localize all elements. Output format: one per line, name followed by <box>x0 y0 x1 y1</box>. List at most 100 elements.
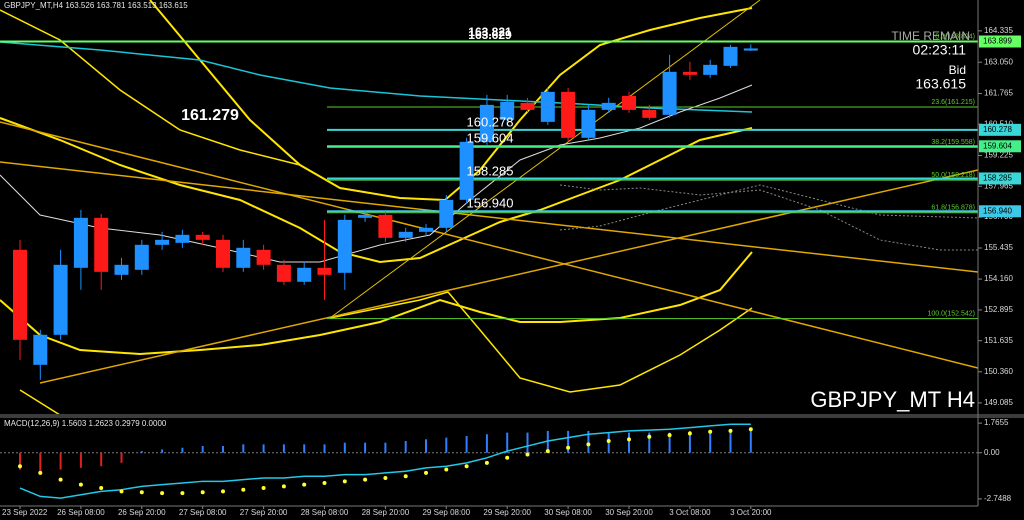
candle-body <box>723 46 738 66</box>
signal-dot <box>78 482 83 487</box>
y-tick-label: 159.225 <box>984 151 1013 160</box>
y-tick-label: 0.00 <box>984 448 1000 457</box>
candle-body <box>682 71 697 75</box>
histogram-bar <box>201 446 204 453</box>
indicator-line <box>329 291 753 393</box>
histogram-bar <box>242 444 245 453</box>
candle-body <box>337 219 352 273</box>
signal-dot <box>667 433 672 438</box>
y-tick-label: 161.765 <box>984 89 1013 98</box>
histogram-bar <box>425 439 427 453</box>
signal-dot <box>119 489 124 494</box>
price-box <box>979 172 1021 185</box>
signal-dot <box>403 474 408 479</box>
y-tick-label: 149.085 <box>984 398 1013 407</box>
histogram-bar <box>546 430 549 453</box>
signal-dot <box>647 434 652 439</box>
candle-body <box>73 217 88 268</box>
candle-body <box>743 48 758 51</box>
signal-dot <box>708 429 713 434</box>
histogram-bar <box>668 432 671 453</box>
signal-dot <box>464 464 469 469</box>
histogram-bar <box>404 441 407 453</box>
chart-title: GBPJPY_MT,H4 163.526 163.781 163.513 163… <box>4 1 188 10</box>
price-box-label: 160.278 <box>983 125 1012 134</box>
x-tick-label: 29 Sep 08:00 <box>422 508 470 517</box>
y-tick-label: 150.360 <box>984 367 1013 376</box>
histogram-bar <box>140 451 143 453</box>
x-tick-label: 23 Sep 2022 <box>2 508 48 517</box>
histogram-bar <box>445 437 448 453</box>
price-box <box>979 35 1021 48</box>
histogram-bar <box>465 435 468 453</box>
signal-dot <box>424 470 428 475</box>
price-box <box>979 140 1021 153</box>
signal-dot <box>586 442 591 447</box>
macd-title: MACD(12,26,9) 1.5603 1.2623 0.2979 0.000… <box>4 419 167 428</box>
indicators <box>0 0 978 414</box>
price-box <box>979 205 1021 218</box>
annotation: 156.940 <box>467 195 514 210</box>
price-box-label: 159.604 <box>983 141 1012 150</box>
signal-dot <box>180 491 185 496</box>
bid-label: Bid <box>949 63 966 77</box>
signal-dot <box>627 437 631 442</box>
signal-dot <box>99 486 104 491</box>
histogram-bar <box>120 452 123 463</box>
fib-label: 0.0(163.894) <box>935 33 975 40</box>
y-tick-label: 160.510 <box>984 119 1013 128</box>
x-tick-label: 28 Sep 20:00 <box>362 508 410 517</box>
x-tick-label: 28 Sep 08:00 <box>301 508 349 517</box>
histogram-bar <box>181 447 184 453</box>
candle-body <box>53 264 68 335</box>
indicator-line <box>0 9 301 166</box>
histogram-bar <box>222 446 224 453</box>
signal-dot <box>342 479 347 484</box>
price-box-label: 163.899 <box>983 37 1012 46</box>
histogram-bar <box>648 432 651 453</box>
candles <box>13 44 758 380</box>
histogram-bar <box>100 452 103 467</box>
indicator-line <box>0 251 753 356</box>
histogram-bar <box>749 430 752 453</box>
x-tick-label: 26 Sep 08:00 <box>57 508 105 517</box>
candle-body <box>216 239 230 268</box>
histogram-bar <box>567 430 570 453</box>
levels: 0.0(163.894) 23.6(161.215) 38.2(159.558) 50… <box>0 33 978 320</box>
y-tick-label: 1.7655 <box>984 418 1009 427</box>
signal-dot <box>687 431 692 436</box>
candle-body <box>419 227 433 232</box>
signal-dot <box>322 480 327 485</box>
candle-body <box>540 91 555 122</box>
signal-dot <box>38 470 43 475</box>
signal-dot <box>444 467 449 472</box>
y-tick-label: -2.7488 <box>984 494 1012 503</box>
y-tick-label: 152.895 <box>984 305 1013 314</box>
signal-dot <box>221 489 225 494</box>
annotation: 158.285 <box>467 163 514 178</box>
histogram-bar <box>384 442 387 453</box>
candle-body <box>581 109 596 138</box>
histogram-bar <box>303 444 306 453</box>
x-tick-label: 27 Sep 20:00 <box>240 508 288 517</box>
trend-line <box>0 161 978 273</box>
candle-body <box>622 95 636 110</box>
candle-body <box>662 71 677 115</box>
x-tick-label: 3 Oct 08:00 <box>669 508 711 517</box>
histogram-bar <box>688 430 691 453</box>
signal-dot <box>566 445 571 450</box>
x-tick-label: 27 Sep 08:00 <box>179 508 227 517</box>
y-tick-label: 163.050 <box>984 57 1013 66</box>
fib-label: 23.6(161.215) <box>931 99 975 106</box>
annotation: 161.279 <box>181 107 239 124</box>
price-box-label: 156.940 <box>983 206 1012 215</box>
signal-dot <box>139 490 144 495</box>
signal-dot <box>748 427 753 432</box>
x-tick-label: 3 Oct 20:00 <box>730 508 772 517</box>
histogram-bar <box>262 444 265 453</box>
y-tick-label: 164.335 <box>984 26 1013 35</box>
indicator-line <box>0 117 753 264</box>
histogram-bar <box>323 444 326 453</box>
